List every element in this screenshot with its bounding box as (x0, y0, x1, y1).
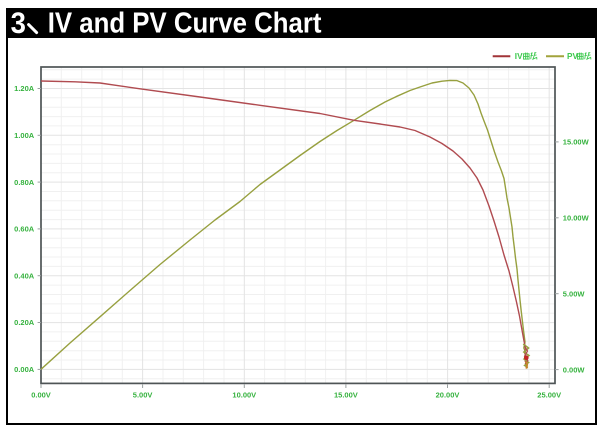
svg-text:0.40A: 0.40A (14, 271, 35, 280)
svg-text:0.60A: 0.60A (14, 225, 35, 234)
svg-text:25.00V: 25.00V (537, 390, 561, 399)
svg-text:IV: IV (515, 52, 523, 61)
svg-text:0.20A: 0.20A (14, 318, 35, 327)
svg-text:PV: PV (567, 52, 578, 61)
svg-text:0.00V: 0.00V (31, 390, 51, 399)
svg-text:5.00W: 5.00W (563, 289, 586, 298)
svg-text:0.00A: 0.00A (14, 365, 35, 374)
svg-text:15.00W: 15.00W (563, 138, 590, 147)
svg-text:0.00W: 0.00W (563, 365, 586, 374)
svg-text:10.00V: 10.00V (232, 390, 256, 399)
svg-text:5.00V: 5.00V (133, 390, 153, 399)
svg-text:20.00V: 20.00V (436, 390, 460, 399)
svg-text:1.20A: 1.20A (14, 84, 35, 93)
svg-text:0.80A: 0.80A (14, 178, 35, 187)
svg-text:10.00W: 10.00W (563, 214, 590, 223)
svg-text:15.00V: 15.00V (334, 390, 358, 399)
svg-text:1.00A: 1.00A (14, 131, 35, 140)
